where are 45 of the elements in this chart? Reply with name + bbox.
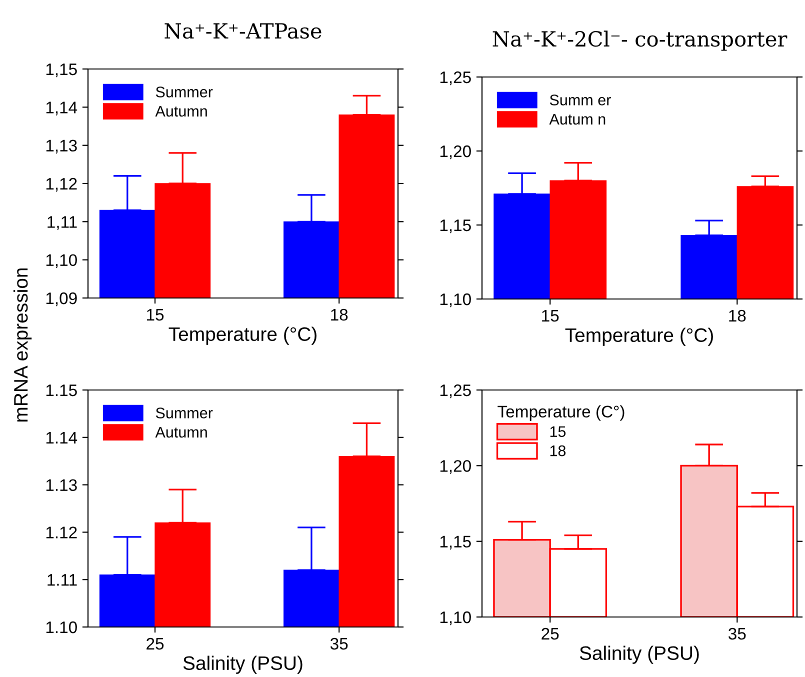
- x-tick-label: 35: [728, 628, 746, 640]
- x-tick-label: 15: [147, 309, 164, 321]
- x-axis-title: Salinity (PSU): [580, 646, 699, 664]
- y-tick-label: 1.13: [46, 479, 77, 492]
- y-tick-label: 1,20: [440, 460, 471, 474]
- legend-label: 18: [550, 445, 566, 456]
- y-tick-label: 1.15: [46, 384, 77, 396]
- y-tick-label: 1,12: [46, 178, 77, 192]
- x-axis-title: Temperature (°C): [168, 326, 316, 345]
- y-tick-label: 1,09: [46, 292, 77, 306]
- y-tick-label: 1,15: [440, 536, 471, 550]
- y-tick-label: 1,15: [440, 220, 471, 234]
- y-tick-label: 1,25: [440, 384, 471, 398]
- x-tick-label: 35: [330, 638, 348, 650]
- legend-label: Autumn: [155, 106, 207, 117]
- x-axis-title: Salinity (PSU): [183, 656, 302, 674]
- legend-label: Summ er: [550, 94, 611, 106]
- y-tick-label: 1,20: [440, 145, 471, 160]
- legend-label: Summer: [156, 408, 213, 418]
- legend-title: Temperature (C°): [498, 405, 624, 421]
- x-axis-title: Temperature (°C): [565, 328, 713, 346]
- chart-title: Na⁺-K⁺-2Cl⁻- co-transporter: [492, 30, 788, 51]
- x-tick-label: 15: [542, 310, 559, 322]
- y-tick-label: 1.12: [46, 526, 77, 538]
- y-tick-label: 1,10: [440, 293, 471, 308]
- chart-title: Na⁺-K⁺-ATPase: [164, 23, 322, 39]
- y-tick-label: 1,14: [46, 102, 78, 116]
- x-tick-label: 18: [331, 308, 348, 321]
- legend-label: 15: [550, 426, 566, 438]
- y-tick-label: 1.10: [46, 621, 77, 634]
- y-tick-label: 1,10: [46, 254, 77, 268]
- x-tick-label: 25: [542, 628, 559, 640]
- legend-label: Summer: [156, 86, 213, 98]
- legend-label: Autumn: [155, 426, 207, 438]
- y-tick-label: 1,25: [440, 71, 471, 86]
- y-tick-label: 1,13: [46, 140, 77, 154]
- y-tick-label: 1,10: [440, 611, 471, 626]
- legend-label: Autum n: [549, 114, 606, 125]
- y-tick-label: 1,15: [46, 64, 77, 78]
- x-tick-label: 25: [146, 638, 164, 650]
- y-tick-label: 1.11: [48, 574, 77, 586]
- y-tick-label: 1.14: [46, 432, 78, 444]
- y-axis-title: mRNA expression: [13, 268, 32, 422]
- y-tick-label: 1,11: [48, 216, 77, 230]
- x-tick-label: 18: [729, 310, 746, 322]
